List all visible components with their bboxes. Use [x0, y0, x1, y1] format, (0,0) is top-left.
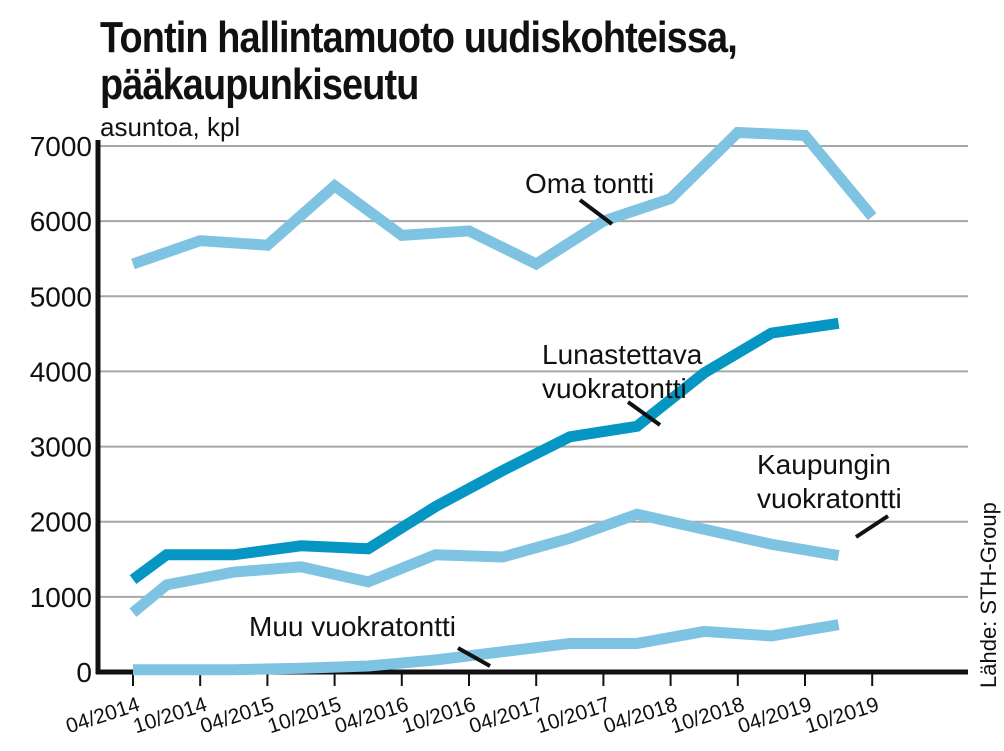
y-axis-unit-label: asuntoa, kpl [100, 112, 241, 142]
y-tick-label: 5000 [30, 281, 92, 312]
series-label-leader [457, 646, 491, 668]
y-tick-label: 6000 [30, 206, 92, 237]
series-line-1 [131, 126, 877, 271]
series-label-leader [626, 400, 662, 427]
series-label-kaupungin-line2: vuokratontti [757, 483, 902, 514]
y-tick-label: 3000 [30, 432, 92, 463]
series-label-kaupungin-line1: Kaupungin [757, 449, 891, 480]
series-label-muu-vuokratontti: Muu vuokratontti [249, 611, 456, 642]
series-line-3 [129, 508, 840, 617]
y-tick-label: 7000 [30, 131, 92, 162]
y-tick-label: 1000 [30, 582, 92, 613]
series-label-lunastettava-line2: vuokratontti [542, 373, 687, 404]
y-tick-label: 2000 [30, 507, 92, 538]
x-tick-label: 10/2019 [802, 693, 881, 738]
chart-title-line2: pääkaupunkiseutu [100, 60, 419, 109]
source-note: Lähde: STH-Group [976, 502, 1001, 688]
chart-title-line1: Tontin hallintamuoto uudiskohteissa, [100, 13, 738, 62]
series-label-leader [854, 514, 890, 539]
chart-title: Tontin hallintamuoto uudiskohteissa, pää… [100, 13, 738, 109]
series-line-2 [129, 317, 840, 584]
series-label-leader [578, 198, 614, 226]
series-label-oma-tontti: Oma tontti [525, 168, 654, 199]
series-label-lunastettava-line1: Lunastettava [542, 339, 703, 370]
y-tick-label: 4000 [30, 356, 92, 387]
y-tick-label: 0 [76, 657, 92, 688]
